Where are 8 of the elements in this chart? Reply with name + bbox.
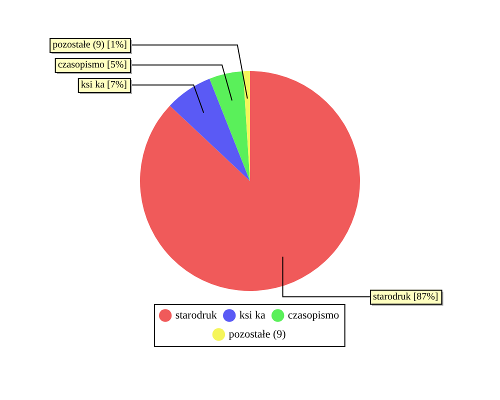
- legend-label: pozostałe (9): [228, 328, 286, 340]
- data-label: ksi ka [7%]: [80, 80, 128, 91]
- data-label: pozostałe (9) [1%]: [52, 40, 128, 51]
- legend-label: starodruk: [175, 309, 218, 322]
- legend-label: ksi ka: [239, 309, 266, 322]
- data-label: czasopismo [5%]: [58, 60, 128, 71]
- data-label: starodruk [87%]: [373, 291, 438, 302]
- legend-label: czasopismo: [288, 309, 340, 322]
